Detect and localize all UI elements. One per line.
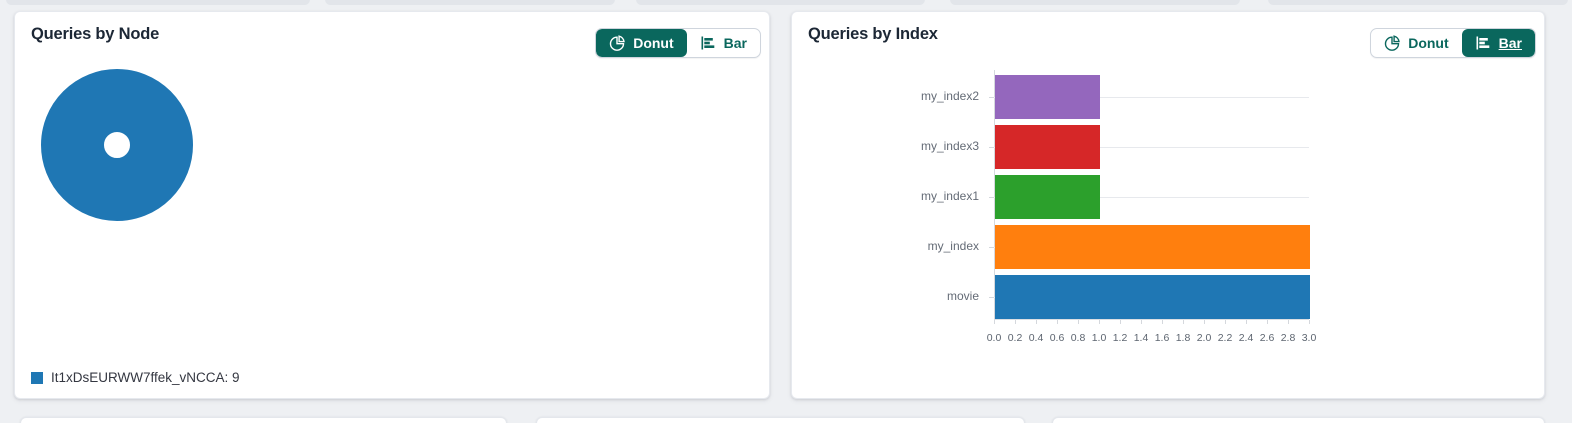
x-axis-tick — [1309, 320, 1310, 324]
x-axis-tick-label: 1.6 — [1154, 332, 1170, 344]
x-axis-tick — [1078, 320, 1079, 324]
x-axis-tick-label: 0.2 — [1007, 332, 1023, 344]
card-below-edge — [20, 417, 507, 423]
card-above-edge — [325, 0, 615, 5]
bar-my_index2 — [995, 75, 1100, 119]
x-axis-tick — [1246, 320, 1247, 324]
bar-toggle-button[interactable]: Bar — [1461, 29, 1535, 57]
x-axis-tick — [1141, 320, 1142, 324]
x-axis-tick-label: 1.2 — [1112, 332, 1128, 344]
donut-chart — [41, 69, 193, 221]
x-axis-tick-label: 0.8 — [1070, 332, 1086, 344]
x-axis-tick — [1183, 320, 1184, 324]
bar-toggle-button[interactable]: Bar — [687, 29, 760, 57]
x-axis-tick-label: 0.4 — [1028, 332, 1044, 344]
category-label: my_index2 — [920, 89, 979, 103]
x-axis-tick-label: 2.2 — [1217, 332, 1233, 344]
bar-my_index — [995, 225, 1310, 269]
card-above-edge — [1268, 0, 1568, 5]
y-axis-line — [994, 70, 995, 320]
x-axis-tick — [1288, 320, 1289, 324]
bar-toggle-label: Bar — [1498, 35, 1522, 51]
chart-legend: It1xDsEURWW7ffek_vNCCA: 9 — [31, 370, 240, 385]
legend-label: It1xDsEURWW7ffek_vNCCA: 9 — [51, 370, 240, 385]
donut-chart-icon — [1384, 35, 1401, 51]
gridline — [994, 146, 1309, 148]
x-axis-tick — [1162, 320, 1163, 324]
x-axis-tick-label: 2.4 — [1238, 332, 1254, 344]
horizontal-bar-chart-icon — [1475, 35, 1491, 51]
chart-type-toggle: Donut Bar — [1370, 28, 1536, 58]
category-tick — [989, 196, 994, 198]
x-axis-tick-label: 2.0 — [1196, 332, 1212, 344]
panel-title: Queries by Node — [31, 25, 160, 43]
donut-toggle-label: Donut — [633, 35, 674, 51]
donut-toggle-button[interactable]: Donut — [1371, 29, 1461, 57]
x-axis-tick — [1036, 320, 1037, 324]
x-axis-line — [994, 319, 1309, 320]
category-label: movie — [946, 289, 979, 303]
x-axis-tick — [1015, 320, 1016, 324]
x-axis-tick — [1120, 320, 1121, 324]
x-axis-tick-label: 0.6 — [1049, 332, 1065, 344]
chart-type-toggle: Donut Bar — [595, 28, 761, 58]
x-axis-tick — [1204, 320, 1205, 324]
x-axis-tick — [1099, 320, 1100, 324]
legend-color-swatch — [31, 371, 43, 384]
x-axis-tick-label: 1.4 — [1133, 332, 1149, 344]
x-axis-tick-label: 3.0 — [1301, 332, 1317, 344]
card-above-edge — [950, 0, 1240, 5]
x-axis-tick-label: 1.8 — [1175, 332, 1191, 344]
bar-my_index3 — [995, 125, 1100, 169]
x-axis-tick-label: 0.0 — [986, 332, 1002, 344]
category-label: my_index1 — [920, 189, 979, 203]
x-axis-tick — [1057, 320, 1058, 324]
category-tick — [989, 96, 994, 98]
gridline — [994, 96, 1309, 98]
card-above-edge — [636, 0, 925, 5]
donut-toggle-button[interactable]: Donut — [596, 29, 687, 57]
x-axis-tick-label: 1.0 — [1091, 332, 1107, 344]
category-tick — [989, 246, 994, 248]
bar-my_index1 — [995, 175, 1100, 219]
card-below-edge — [1052, 417, 1545, 423]
card-below-edge — [536, 417, 1025, 423]
donut-toggle-label: Donut — [1408, 35, 1449, 51]
x-axis-tick — [1267, 320, 1268, 324]
panel-queries-by-node: Queries by Node Donut Bar — [14, 11, 770, 399]
category-tick — [989, 146, 994, 148]
x-axis-tick — [994, 320, 995, 324]
x-axis-tick — [1225, 320, 1226, 324]
bar-movie — [995, 275, 1310, 319]
gridline — [994, 196, 1309, 198]
category-tick — [989, 296, 994, 298]
category-label: my_index3 — [920, 139, 979, 153]
x-axis-tick-label: 2.8 — [1280, 332, 1296, 344]
panel-queries-by-index: Queries by Index Donut Bar m — [791, 11, 1545, 399]
bar-toggle-label: Bar — [723, 35, 747, 51]
x-axis-tick-label: 2.6 — [1259, 332, 1275, 344]
card-above-edge — [6, 0, 310, 5]
horizontal-bar-chart-icon — [700, 35, 716, 51]
donut-chart-icon — [609, 35, 626, 51]
category-label: my_index — [927, 239, 979, 253]
panel-title: Queries by Index — [808, 25, 938, 43]
